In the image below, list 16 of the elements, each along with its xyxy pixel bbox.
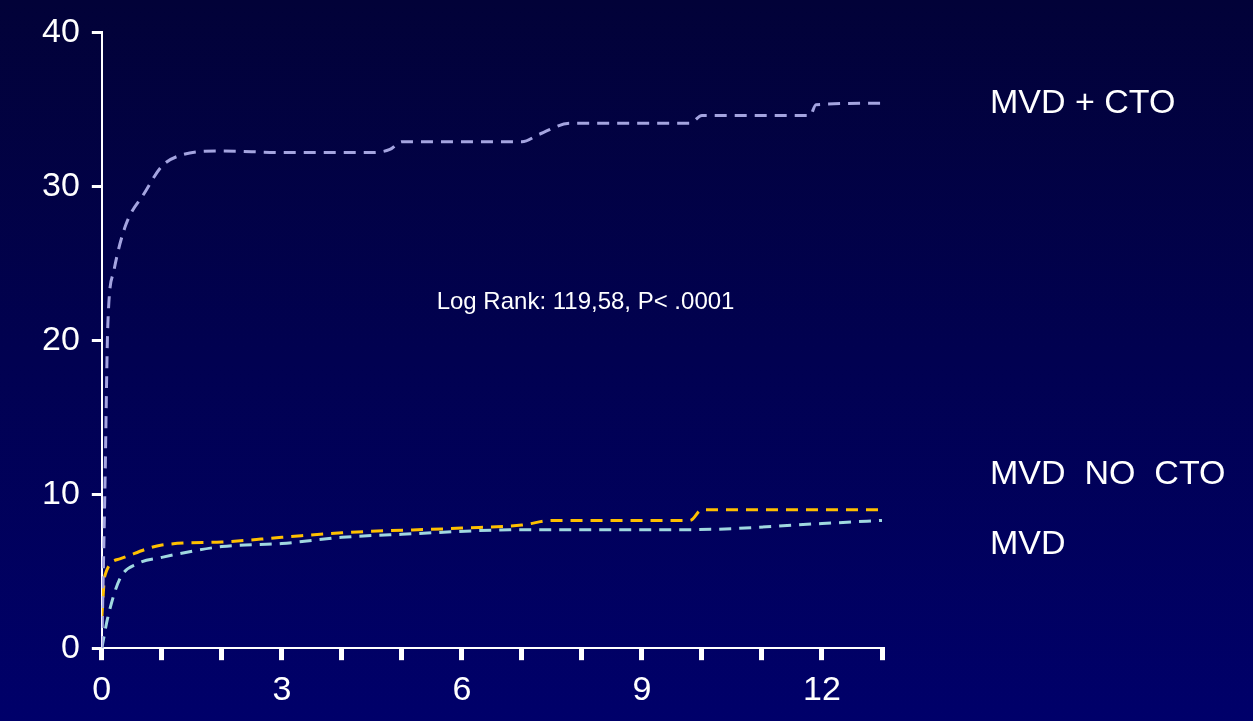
y-tick-label: 20	[41, 318, 80, 357]
x-tick-label: 12	[803, 668, 841, 707]
y-tick-label: 10	[41, 472, 80, 511]
text: MVD + CTO	[990, 81, 1176, 120]
line-series	[101, 518, 882, 649]
text: MVD	[990, 523, 1066, 562]
x-tick-label: 6	[452, 668, 472, 707]
x-tick-label: 3	[272, 668, 292, 707]
annotation: Log Rank: 119,58, P< .0001	[436, 287, 735, 315]
y-tick-label: 0	[60, 626, 80, 665]
y-tick-label: 40	[41, 10, 80, 49]
line-series	[101, 101, 882, 649]
x-tick-label: 0	[92, 668, 112, 707]
text: MVD NO CTO	[990, 453, 1226, 492]
y-tick-label: 30	[41, 164, 80, 203]
x-tick-label: 9	[632, 668, 652, 707]
